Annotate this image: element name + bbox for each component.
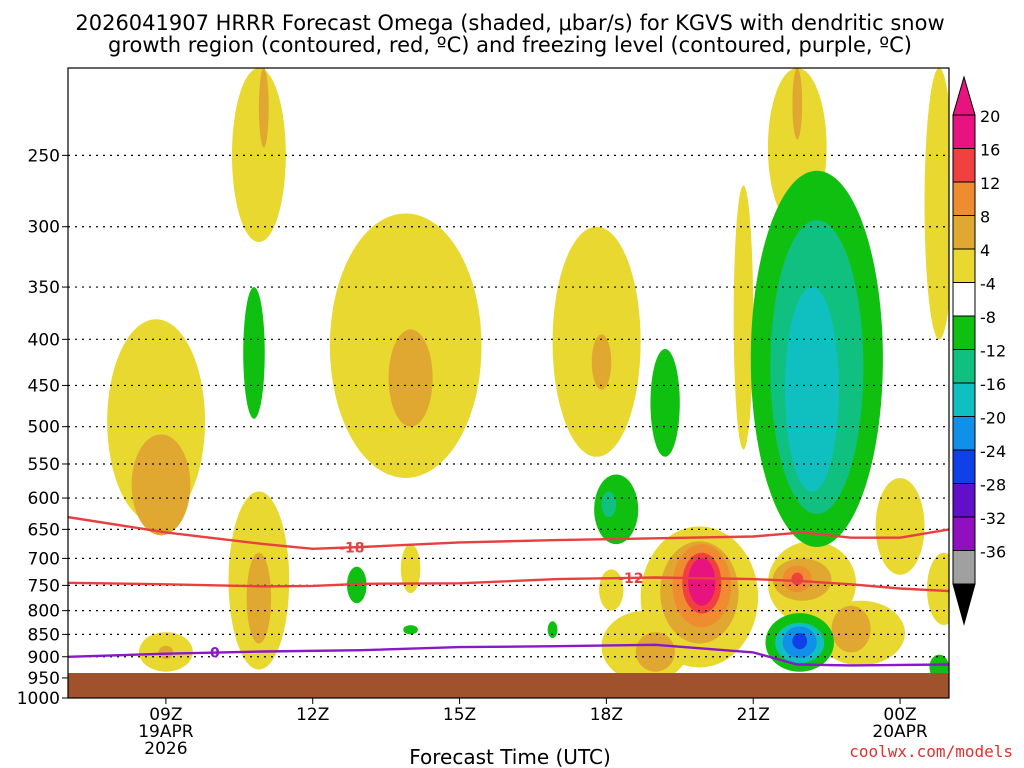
omega-region-27 [791, 572, 804, 586]
omega-region-33 [243, 287, 265, 419]
omega-region-46 [792, 632, 808, 650]
omega-region-11 [158, 645, 174, 659]
omega-region-36 [547, 621, 558, 639]
colorbar-label--28: -28 [980, 476, 1006, 495]
x-tick-label-09Z: 09Z [149, 705, 182, 725]
colorbar-label--36: -36 [980, 543, 1006, 562]
omega-region-5 [388, 329, 433, 427]
y-tick-label-850: 850 [28, 625, 60, 645]
omega-region-3 [131, 434, 191, 536]
omega-region-23 [733, 185, 754, 450]
pressure-axis: 250 300 350 400 450 500 550 600 650 700 750 800 850 9… [17, 146, 68, 709]
y-tick-label-700: 700 [28, 549, 60, 569]
y-tick-label-1000: 1000 [17, 689, 60, 709]
y-tick-label-350: 350 [28, 278, 60, 298]
x-tick-date-09Z: 19APR [138, 722, 194, 742]
colorbar-label-4: 4 [980, 241, 990, 260]
y-tick-label-650: 650 [28, 520, 60, 540]
omega-region-12 [400, 544, 421, 594]
y-tick-label-250: 250 [28, 146, 60, 166]
x-tick-label-15Z: 15Z [443, 705, 476, 725]
freezing-level-contour [68, 643, 949, 667]
x-tick-label-18Z: 18Z [590, 705, 623, 725]
dgz-contour--12-label: -12 [618, 571, 643, 587]
omega-region-38 [601, 491, 617, 518]
y-tick-label-750: 750 [28, 576, 60, 596]
ground-surface [68, 673, 949, 698]
colorbar-swatch--16 [952, 382, 976, 417]
colorbar-swatch-12 [952, 181, 976, 216]
omega-region-31 [926, 552, 949, 626]
credit-text: coolwx.com/models [849, 742, 1013, 761]
dgz-contour--18-label: -18 [339, 540, 364, 556]
omega-region-39 [650, 348, 680, 457]
omega-colorbar: 20 16 12 8 4 -4 -8 -12 -16 -20 -24 -28 -32 -36 [952, 75, 1006, 626]
omega-region-42 [785, 287, 839, 492]
colorbar-top-arrow [952, 75, 976, 116]
x-tick-label-21Z: 21Z [737, 705, 770, 725]
colorbar-label--12: -12 [980, 342, 1006, 361]
colorbar-swatch-20 [952, 114, 976, 149]
x-tick-label-12Z: 12Z [296, 705, 329, 725]
y-tick-label-400: 400 [28, 330, 60, 350]
colorbar-swatch-16 [952, 148, 976, 183]
colorbar-swatch--8 [952, 315, 976, 350]
y-tick-label-900: 900 [28, 648, 60, 668]
omega-region-37 [594, 474, 639, 545]
colorbar-swatch--28 [952, 483, 976, 518]
colorbar-label-16: 16 [980, 141, 1000, 160]
omega-shading [107, 68, 949, 683]
x-tick-year-09Z: 2026 [144, 739, 187, 759]
dgz-contour--12 [68, 576, 949, 593]
colorbar-swatch-4 [952, 248, 976, 283]
colorbar-label--20: -20 [980, 409, 1006, 428]
colorbar-swatch--24 [952, 449, 976, 484]
chart-title-line-1: 2026041907 HRRR Forecast Omega (shaded, … [75, 11, 944, 35]
colorbar-label-20: 20 [980, 107, 1000, 126]
omega-region-20 [688, 558, 716, 606]
omega-region-1 [258, 68, 269, 148]
y-tick-label-500: 500 [28, 418, 60, 438]
omega-region-30 [875, 477, 925, 575]
chart-title-line-2: growth region (contoured, red, ºC) and f… [108, 33, 912, 57]
omega-region-13 [599, 569, 624, 611]
colorbar-bottom-arrow [952, 583, 976, 626]
plot-frame [67, 67, 950, 699]
temperature-contours: -18 -12 0 [68, 515, 949, 667]
dgz-contour--18 [68, 515, 949, 551]
y-tick-label-550: 550 [28, 455, 60, 475]
colorbar-label-8: 8 [980, 208, 990, 227]
colorbar-label--16: -16 [980, 375, 1006, 394]
y-tick-label-800: 800 [28, 602, 60, 622]
colorbar-label--4: -4 [980, 275, 996, 294]
omega-region-35 [403, 625, 418, 635]
omega-region-22 [792, 68, 803, 140]
freezing-level-contour-label: 0 [210, 646, 220, 662]
colorbar-label--24: -24 [980, 442, 1006, 461]
y-tick-label-600: 600 [28, 489, 60, 509]
colorbar-label--32: -32 [980, 509, 1006, 528]
omega-region-7 [591, 334, 612, 390]
omega-region-17 [635, 632, 675, 672]
omega-region-32 [924, 68, 949, 340]
y-tick-label-450: 450 [28, 376, 60, 396]
x-tick-label-00Z: 00Z [883, 705, 916, 725]
x-axis-label: Forecast Time (UTC) [409, 745, 611, 768]
colorbar-label-12: 12 [980, 174, 1000, 193]
colorbar-swatch--4 [952, 282, 976, 317]
omega-region-9 [246, 552, 272, 644]
x-tick-date-00Z: 20APR [872, 722, 928, 742]
colorbar-label--8: -8 [980, 308, 996, 327]
colorbar-swatch--32 [952, 516, 976, 551]
y-tick-label-950: 950 [28, 669, 60, 689]
colorbar-swatch-8 [952, 215, 976, 250]
y-tick-label-300: 300 [28, 218, 60, 238]
colorbar-swatch--20 [952, 416, 976, 451]
omega-region-29 [831, 605, 871, 653]
colorbar-swatch--12 [952, 349, 976, 384]
colorbar-swatch--36 [952, 550, 976, 585]
